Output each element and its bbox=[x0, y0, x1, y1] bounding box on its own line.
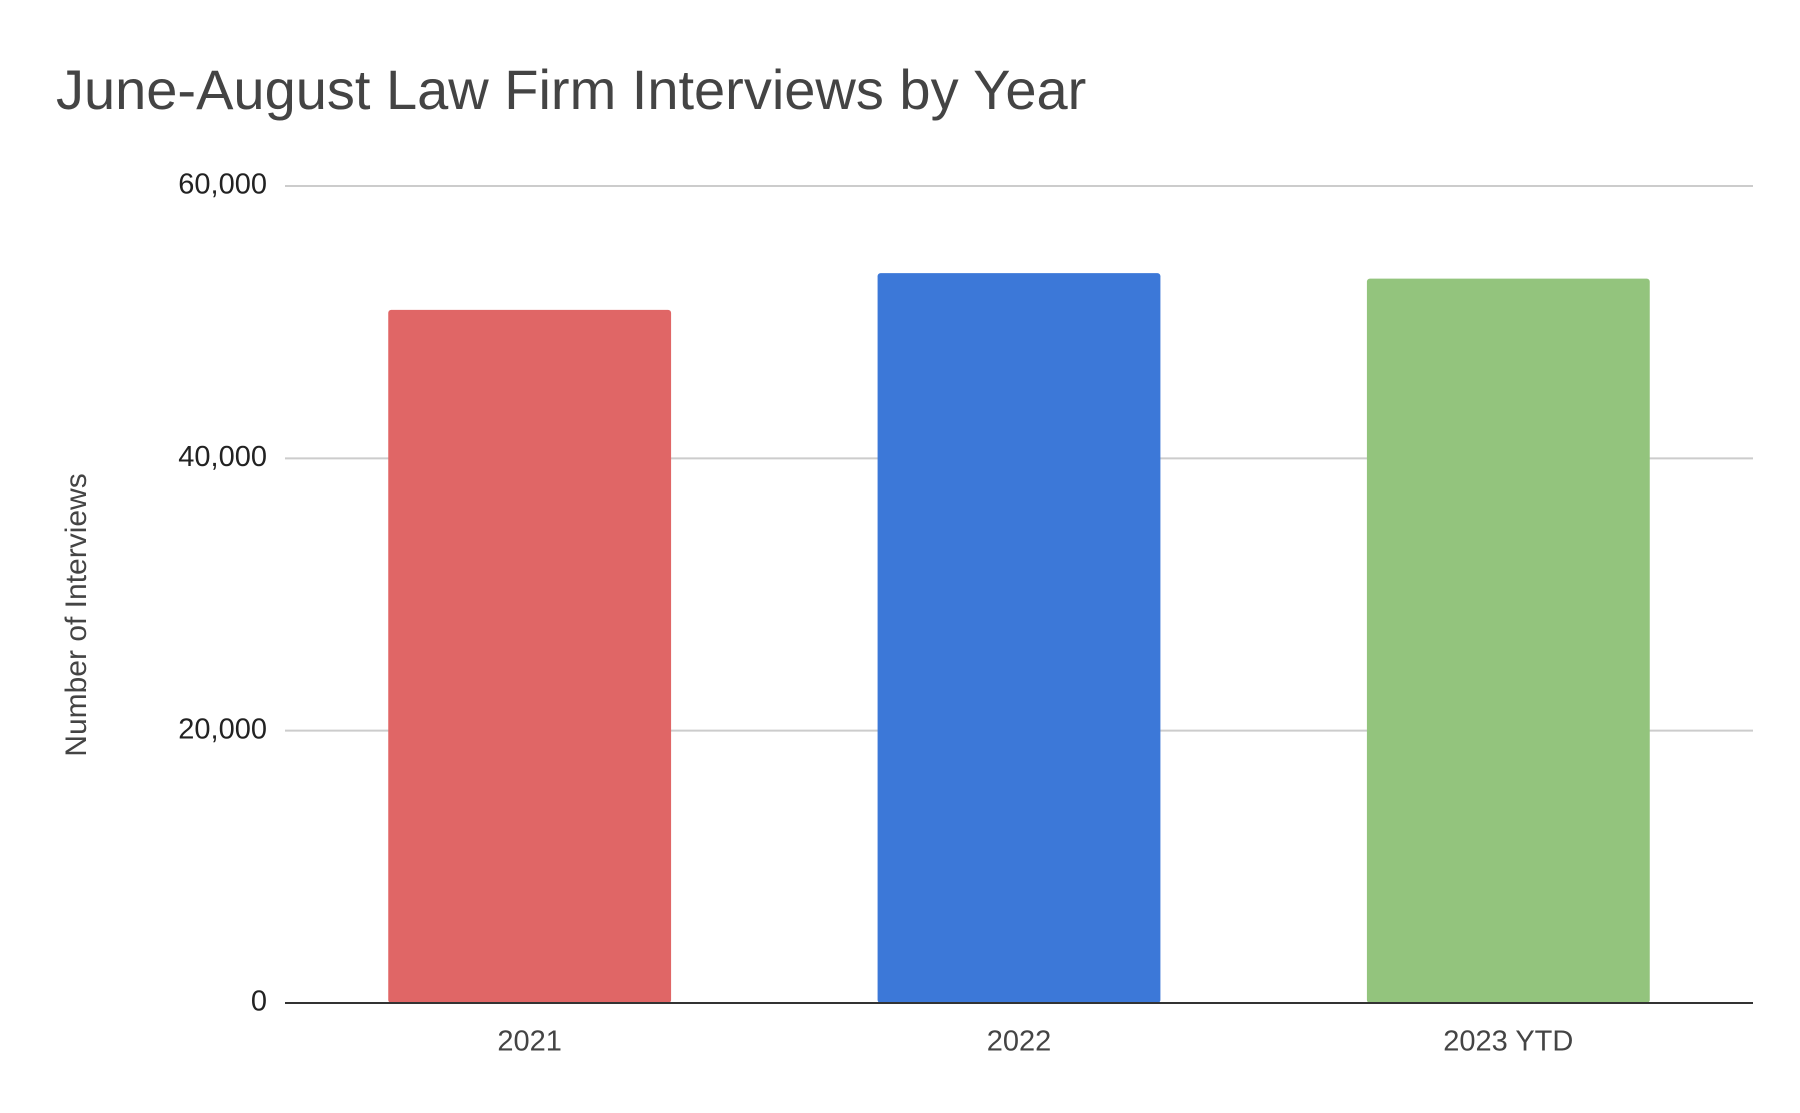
y-tick-label: 60,000 bbox=[178, 169, 267, 201]
y-tick-label: 40,000 bbox=[178, 441, 267, 473]
y-tick-label: 20,000 bbox=[178, 713, 267, 745]
y-tick-label: 0 bbox=[251, 986, 267, 1018]
x-tick-label: 2023 YTD bbox=[1443, 1026, 1573, 1058]
x-tick-label: 2022 bbox=[987, 1026, 1052, 1058]
x-tick-label: 2021 bbox=[497, 1026, 562, 1058]
bar bbox=[388, 309, 672, 1004]
y-axis-title: Number of Interviews bbox=[60, 473, 93, 756]
bar bbox=[1366, 278, 1650, 1003]
bar bbox=[877, 273, 1161, 1003]
chart-title: June-August Law Firm Interviews by Year bbox=[56, 58, 1086, 121]
